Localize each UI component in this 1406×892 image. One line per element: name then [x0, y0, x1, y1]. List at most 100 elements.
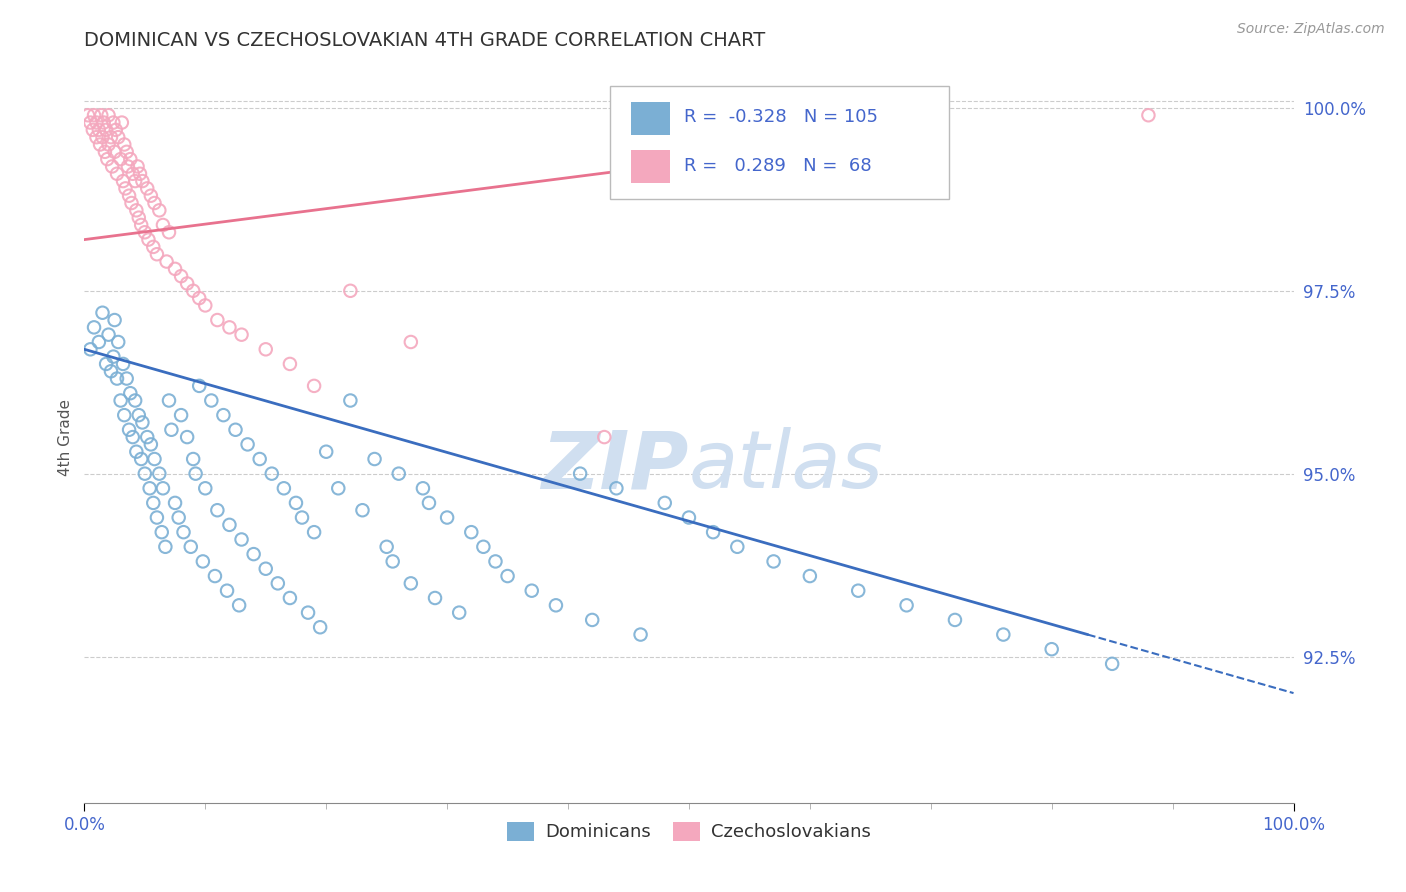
Point [228, 599, 250, 613]
Point [254, 562, 277, 576]
Point [90, 108, 112, 122]
Point [118, 188, 141, 202]
Point [339, 284, 361, 298]
Point [1137, 108, 1160, 122]
Point [79, 115, 101, 129]
Point [215, 583, 238, 598]
Point [115, 371, 138, 385]
Point [110, 152, 132, 166]
Point [103, 115, 125, 129]
Point [120, 152, 142, 166]
Point [97, 108, 120, 122]
Y-axis label: 4th Grade: 4th Grade [58, 399, 73, 475]
Point [86, 130, 108, 145]
Point [302, 525, 325, 540]
Point [157, 225, 180, 239]
Point [121, 196, 143, 211]
Point [218, 517, 240, 532]
Point [399, 576, 422, 591]
Point [896, 599, 918, 613]
Point [284, 496, 308, 510]
Point [150, 525, 173, 540]
Point [260, 467, 283, 481]
Point [157, 393, 180, 408]
Point [104, 123, 127, 137]
Text: DOMINICAN VS CZECHOSLOVAKIAN 4TH GRADE CORRELATION CHART: DOMINICAN VS CZECHOSLOVAKIAN 4TH GRADE C… [84, 31, 766, 50]
Point [129, 167, 152, 181]
Point [702, 525, 724, 540]
Point [134, 225, 156, 239]
Point [309, 620, 332, 634]
Point [112, 174, 135, 188]
Point [170, 408, 193, 422]
Point [129, 218, 152, 232]
Point [242, 547, 264, 561]
Point [114, 181, 136, 195]
Point [278, 591, 301, 605]
Point [101, 160, 124, 174]
Point [125, 444, 148, 458]
Point [146, 510, 169, 524]
Point [91, 306, 114, 320]
Point [105, 371, 128, 385]
Point [173, 525, 195, 540]
Point [218, 320, 240, 334]
Point [107, 334, 129, 349]
Point [799, 569, 821, 583]
Point [1040, 642, 1063, 657]
Point [167, 510, 190, 524]
Point [139, 188, 162, 202]
Bar [631, 151, 669, 183]
Point [87, 334, 110, 349]
Point [136, 181, 159, 195]
Point [127, 160, 149, 174]
Point [112, 357, 135, 371]
Point [725, 540, 748, 554]
Point [148, 467, 170, 481]
Point [399, 334, 422, 349]
Point [112, 408, 135, 422]
Point [846, 583, 869, 598]
Point [170, 269, 193, 284]
Point [418, 496, 440, 510]
Point [112, 137, 135, 152]
Point [91, 130, 114, 145]
Point [94, 123, 117, 137]
Point [143, 452, 166, 467]
Point [146, 247, 169, 261]
Point [131, 416, 153, 430]
Point [160, 423, 183, 437]
Point [100, 130, 122, 145]
Point [436, 510, 458, 524]
Point [412, 481, 434, 495]
Point [212, 408, 235, 422]
Point [152, 218, 174, 232]
Point [194, 481, 217, 495]
Point [87, 123, 110, 137]
Point [138, 233, 160, 247]
Point [943, 613, 966, 627]
Point [121, 430, 143, 444]
Point [143, 196, 166, 211]
Point [79, 343, 101, 357]
Point [129, 452, 152, 467]
Point [180, 540, 202, 554]
Point [152, 481, 174, 495]
Point [273, 481, 295, 495]
Point [315, 444, 337, 458]
Point [115, 145, 138, 159]
Point [176, 430, 198, 444]
Point [762, 554, 785, 568]
Text: ZIP: ZIP [541, 427, 689, 506]
Point [231, 327, 253, 342]
Point [110, 393, 132, 408]
Point [165, 496, 187, 510]
Point [131, 174, 153, 188]
Point [94, 357, 117, 371]
Point [204, 569, 226, 583]
Point [188, 291, 211, 305]
Point [104, 145, 127, 159]
Point [128, 211, 150, 225]
Point [291, 510, 314, 524]
Point [136, 430, 159, 444]
